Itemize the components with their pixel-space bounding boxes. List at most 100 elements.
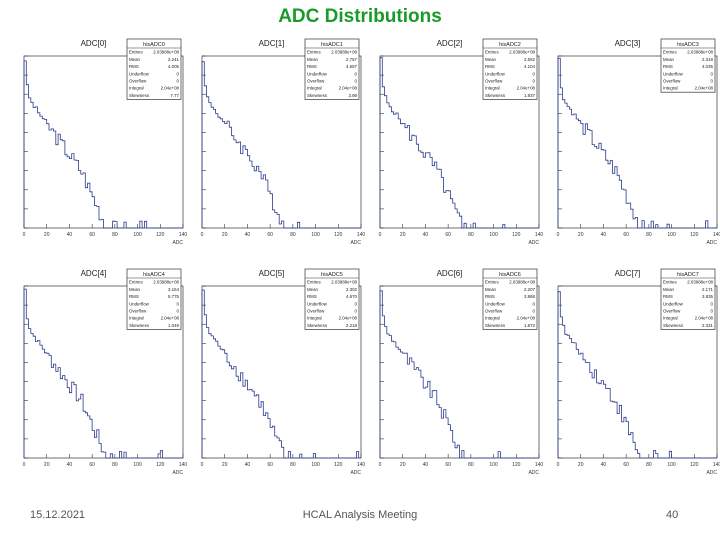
stats-value: 2.171 (702, 287, 714, 292)
stats-label: Integral (129, 86, 144, 91)
stats-label: Overflow (663, 79, 681, 84)
x-tick-label: 140 (713, 232, 720, 238)
histogram-svg-1: ADC[1] 0 20 40 60 80 100 120 140 ADC hisADC1Entrie… (201, 38, 365, 246)
stats-value: 3.164 (168, 287, 180, 292)
histogram-title: ADC[1] (259, 39, 285, 48)
stats-label: Entries (663, 50, 677, 55)
x-tick-label: 40 (245, 462, 251, 468)
stats-value: 3.835 (702, 294, 714, 299)
histogram-title: ADC[0] (81, 39, 107, 48)
stats-title: hisADC0 (143, 42, 165, 48)
histogram-line (557, 57, 717, 229)
stats-label: Entries (129, 280, 143, 285)
x-tick-label: 100 (667, 462, 676, 468)
stats-value: 2.302 (346, 287, 358, 292)
stats-label: Mean (663, 57, 675, 62)
stats-value: 2.218 (346, 323, 358, 328)
x-tick-label: 100 (311, 232, 320, 238)
stats-value: 5.775 (168, 294, 180, 299)
stats-label: Entries (129, 50, 143, 55)
stats-value: 2.03988e+08 (153, 280, 179, 285)
histogram-line (379, 290, 539, 459)
x-axis-label: ADC (172, 240, 183, 246)
stats-value: 2.03988e+08 (687, 280, 713, 285)
stats-title: hisADC3 (677, 42, 699, 48)
x-tick-label: 140 (535, 462, 543, 468)
stats-value: 0 (177, 79, 180, 84)
stats-label: RMS (129, 64, 139, 69)
x-tick-label: 80 (468, 232, 474, 238)
histogram-title: ADC[4] (81, 269, 107, 278)
x-tick-label: 20 (400, 462, 406, 468)
x-tick-label: 100 (667, 232, 676, 238)
stats-label: Overflow (485, 309, 503, 314)
stats-label: Skewness (129, 323, 150, 328)
histogram-line (23, 60, 183, 229)
x-tick-label: 140 (179, 462, 187, 468)
x-axis-label: ADC (172, 470, 183, 476)
x-tick-label: 0 (379, 462, 382, 468)
stats-value: 0 (177, 301, 180, 306)
stats-title: hisADC6 (499, 272, 521, 278)
stats-label: Underflow (129, 71, 150, 76)
stats-value: 0 (177, 71, 180, 76)
stats-value: 2.04e+08 (517, 86, 536, 91)
x-tick-label: 80 (290, 232, 296, 238)
x-tick-label: 20 (400, 232, 406, 238)
x-tick-label: 120 (512, 232, 521, 238)
stats-value: 1.937 (524, 93, 536, 98)
x-tick-label: 100 (133, 462, 142, 468)
histogram-line (201, 289, 361, 459)
stats-label: Entries (307, 280, 321, 285)
stats-label: Integral (129, 316, 144, 321)
x-tick-label: 120 (512, 462, 521, 468)
x-axis-label: ADC (706, 240, 717, 246)
histogram-panel-5: ADC[5] 0 20 40 60 80 100 120 140 ADC hisADC5 Entrie… (190, 266, 365, 496)
x-tick-label: 20 (578, 462, 584, 468)
x-tick-label: 140 (535, 232, 543, 238)
stats-value: 4.657 (346, 64, 358, 69)
stats-value: 2.03988e+08 (509, 50, 535, 55)
stats-label: Skewness (129, 93, 150, 98)
histogram-svg-3: ADC[3] 0 20 40 60 80 100 120 140 ADC hisADC3Entrie… (557, 38, 720, 246)
stats-label: Integral (307, 316, 322, 321)
x-tick-label: 80 (646, 462, 652, 468)
stats-value: 2.318 (702, 57, 714, 62)
page-number: 40 (666, 509, 679, 521)
stats-value: 2.552 (524, 57, 536, 62)
x-axis-label: ADC (528, 470, 539, 476)
stats-label: Overflow (129, 309, 147, 314)
x-tick-label: 60 (445, 462, 451, 468)
x-axis-label: ADC (350, 240, 361, 246)
x-tick-label: 60 (623, 462, 629, 468)
stats-value: 0 (711, 71, 714, 76)
x-tick-label: 40 (601, 462, 607, 468)
x-tick-label: 100 (489, 232, 498, 238)
stats-value: 0 (355, 309, 358, 314)
stats-value: 2.757 (346, 57, 358, 62)
x-tick-label: 120 (334, 462, 343, 468)
stats-title: hisADC7 (677, 272, 699, 278)
stats-label: Mean (485, 287, 497, 292)
histogram-title: ADC[3] (615, 39, 641, 48)
stats-label: Overflow (129, 79, 147, 84)
slide-title: ADC Distributions (278, 6, 442, 27)
stats-label: Integral (307, 86, 322, 91)
stats-label: Mean (307, 57, 319, 62)
stats-value: 3.868 (524, 294, 536, 299)
stats-label: Mean (663, 287, 675, 292)
histogram-panel-6: ADC[6] 0 20 40 60 80 100 120 140 ADC hisADC6 Entrie… (368, 266, 543, 496)
stats-value: 0 (355, 301, 358, 306)
histogram-line (557, 291, 717, 459)
stats-label: Entries (485, 50, 499, 55)
stats-value: 0 (533, 301, 536, 306)
stats-value: 4.104 (524, 64, 536, 69)
stats-box (482, 268, 538, 330)
stats-value: 2.331 (702, 323, 714, 328)
stats-title: hisADC5 (321, 272, 343, 278)
stats-box (304, 38, 360, 100)
stats-label: Skewness (485, 93, 506, 98)
stats-box (660, 268, 716, 330)
stats-label: RMS (663, 294, 673, 299)
stats-label: Skewness (663, 323, 684, 328)
